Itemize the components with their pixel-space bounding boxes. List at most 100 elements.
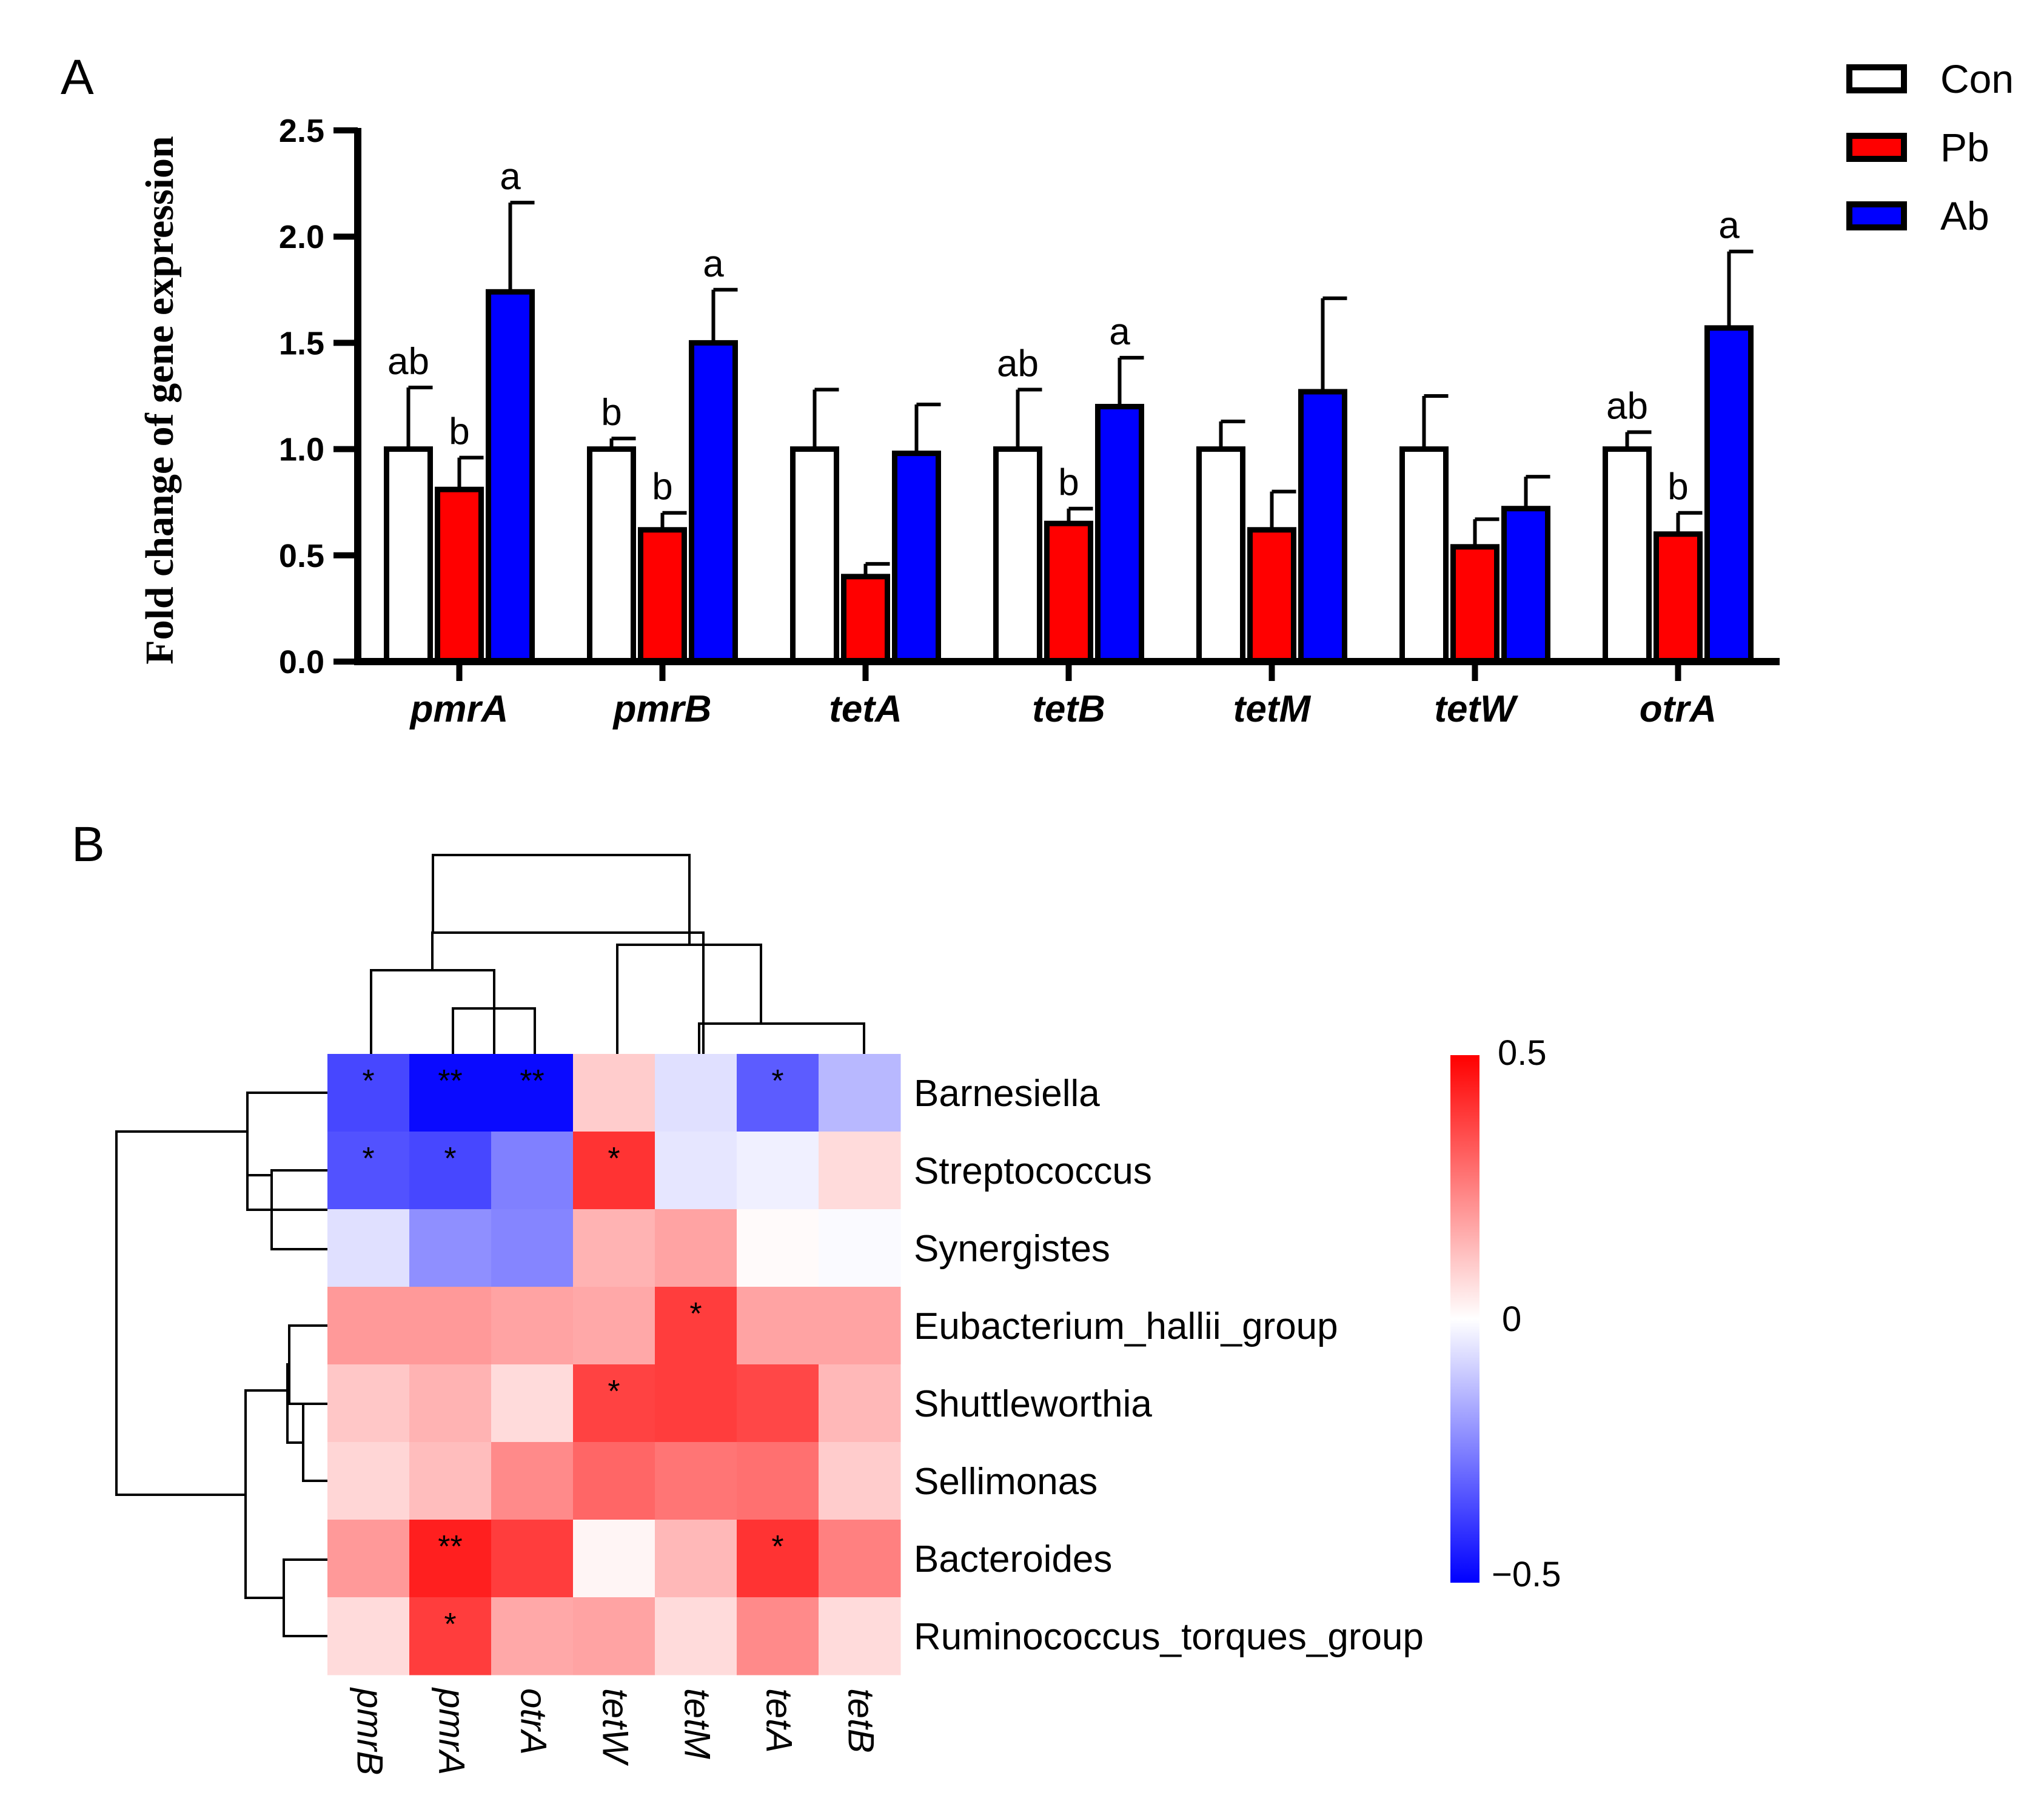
heatmap-cell: [409, 1287, 492, 1365]
x-tick-label: tetB: [1032, 688, 1105, 730]
heatmap-cell: [737, 1442, 819, 1520]
significance-star: *: [362, 1141, 374, 1176]
column-label: tetM: [677, 1688, 718, 1759]
dendrogram-branch: [432, 854, 691, 945]
bar-ab: [1095, 404, 1144, 665]
x-tick-label: pmrB: [612, 688, 712, 730]
column-label: pmrB: [350, 1687, 390, 1775]
x-tick-label: tetM: [1233, 688, 1312, 730]
dendrogram-branch: [283, 1558, 327, 1637]
row-label: Eubacterium_hallii_group: [914, 1306, 1338, 1347]
significance-star: *: [771, 1064, 783, 1099]
legend-label-pb: Pb: [1940, 125, 1989, 170]
heatmap-cell: [573, 1520, 655, 1598]
significance-letter: ab: [1606, 386, 1648, 428]
heatmap-cell: [327, 1132, 410, 1210]
heatmap-cell: [327, 1442, 410, 1520]
column-label: tetB: [841, 1688, 882, 1753]
y-axis-label: Fold change of gene expression: [138, 136, 182, 664]
heatmap-cell: [573, 1054, 655, 1132]
heatmap-cell: [327, 1597, 410, 1675]
dendrogram-branch: [246, 1092, 327, 1211]
heatmap-cell: [819, 1132, 901, 1210]
bar-pb: [435, 486, 484, 665]
column-label: tetA: [759, 1688, 800, 1753]
heatmap-cell: [573, 1364, 655, 1443]
heatmap-cell: [327, 1520, 410, 1598]
significance-star: **: [520, 1064, 544, 1099]
heatmap-cell: [819, 1287, 901, 1365]
row-label: Barnesiella: [914, 1073, 1100, 1115]
dendrograms: [115, 854, 865, 1637]
bar-ab: [486, 289, 535, 665]
legend-swatch-ab: [1846, 201, 1907, 230]
heatmap-cell: [655, 1442, 737, 1520]
significance-star: *: [362, 1064, 374, 1099]
color-scale-label: −0.5: [1492, 1555, 1561, 1594]
significance-star: **: [438, 1064, 462, 1099]
heatmap-cell: [573, 1597, 655, 1675]
heatmap-cell: [737, 1054, 819, 1132]
significance-letter: ab: [997, 343, 1039, 384]
panel-label-a: A: [61, 50, 94, 105]
bar-pb: [638, 527, 687, 665]
bar-ab: [1298, 389, 1347, 665]
dendrogram-branch: [698, 1022, 865, 1054]
dendrogram-branch: [452, 1007, 536, 1054]
row-label: Streptococcus: [914, 1150, 1152, 1192]
heatmap-cell: [409, 1209, 492, 1287]
legend-label-con: Con: [1940, 56, 2014, 101]
significance-letter: b: [1058, 462, 1079, 504]
y-axis: 0.0 0.5 1.0 1.5 2.0 2.5: [279, 113, 361, 680]
bar-ab: [689, 340, 738, 665]
heatmap-cell: [819, 1520, 901, 1598]
heatmap-cell: [491, 1442, 574, 1520]
dendrogram-branch: [246, 1174, 272, 1210]
bar-pb: [1044, 520, 1093, 665]
column-label: otrA: [514, 1688, 554, 1755]
heatmap-cell: [737, 1597, 819, 1675]
column-label: tetW: [595, 1688, 636, 1766]
heatmap-cell: [327, 1209, 410, 1287]
heatmap-cell: [409, 1364, 492, 1443]
heatmap-cell: [573, 1209, 655, 1287]
heatmap-cell: [491, 1597, 574, 1675]
significance-letter: b: [1667, 466, 1688, 508]
heatmap-cell: [819, 1597, 901, 1675]
bar-ab: [1501, 506, 1550, 665]
bar-con: [1603, 446, 1652, 665]
heatmap-cell: [573, 1442, 655, 1520]
significance-star: **: [438, 1529, 462, 1565]
heatmap-cell: [491, 1054, 574, 1132]
significance-letter: b: [449, 411, 469, 453]
legend-label-ab: Ab: [1940, 193, 1989, 238]
dendrogram-branch: [370, 969, 495, 1054]
heatmap-cell: [655, 1132, 737, 1210]
heatmap-cells: * ** ** ** * ***** **: [327, 1054, 901, 1675]
color-scale-label: 0.5: [1498, 1033, 1547, 1073]
significance-star: *: [689, 1296, 702, 1332]
dendrogram-branch: [431, 931, 705, 1054]
bar-ab: [1704, 325, 1754, 665]
bar-con: [790, 446, 839, 665]
bar-con: [1399, 446, 1449, 665]
color-scale-bar: [1450, 1055, 1479, 1583]
panel-label-b: B: [72, 817, 105, 872]
significance-letter: a: [1718, 205, 1740, 247]
heatmap-cell: [573, 1287, 655, 1365]
significance-letter: a: [1109, 311, 1130, 353]
significance-star: *: [771, 1529, 783, 1565]
bar-con: [993, 446, 1042, 665]
heatmap-cell: [491, 1364, 574, 1443]
y-tick-label: 1.5: [279, 325, 324, 361]
heatmap-cell: [409, 1520, 492, 1598]
bar-pb: [841, 574, 890, 665]
row-label: Sellimonas: [914, 1461, 1097, 1503]
heatmap-cell: [819, 1209, 901, 1287]
heatmap-cell: [491, 1287, 574, 1365]
heatmap-cell: [327, 1364, 410, 1443]
heatmap-cell: [409, 1132, 492, 1210]
heatmap-cell: [737, 1364, 819, 1443]
significance-letter: b: [652, 466, 672, 508]
